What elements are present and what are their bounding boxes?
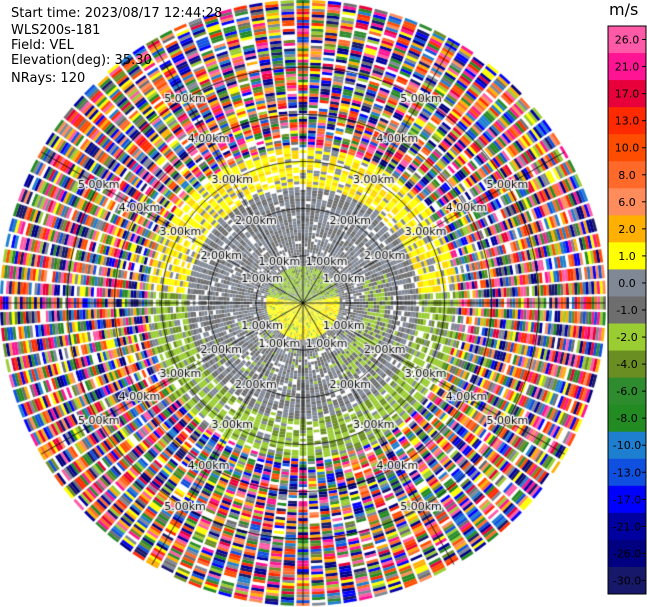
colorbar-tick-label: -21.0 <box>613 520 641 533</box>
colorbar-tick-label: 21.0 <box>615 61 640 74</box>
colorbar-segment <box>608 296 646 325</box>
start-time-label: Start time: 2023/08/17 12:44:28 <box>11 6 223 21</box>
colorbar-tick-label: 0.0 <box>618 277 636 290</box>
colorbar-tick-label: -4.0 <box>616 358 637 371</box>
colorbar-tick-label: -13.0 <box>613 466 641 479</box>
colorbar-segment <box>608 107 646 135</box>
colorbar-tick-label: 2.0 <box>618 223 636 236</box>
colorbar-border <box>607 25 647 595</box>
colorbar-tick-label: -17.0 <box>613 493 641 506</box>
colorbar-segment <box>608 215 646 243</box>
colorbar-segment <box>608 377 646 406</box>
colorbar-tick-label: 26.0 <box>615 34 640 47</box>
colorbar-tick-label: -10.0 <box>613 439 641 452</box>
colorbar-segment <box>608 350 646 379</box>
colorbar-segment <box>608 188 646 216</box>
colorbar-segment <box>608 458 646 487</box>
colorbar-tick-label: -8.0 <box>616 412 637 425</box>
colorbar-tick-label: -6.0 <box>616 385 637 398</box>
colorbar-segment <box>608 566 646 595</box>
colorbar-tick-label: 17.0 <box>615 88 640 101</box>
colorbar-segment <box>608 161 646 189</box>
colorbar-tick-label: 6.0 <box>618 196 636 209</box>
colorbar-tick-label: -2.0 <box>616 331 637 344</box>
colorbar-tick-label: -26.0 <box>613 547 641 560</box>
instrument-label: WLS200s-181 <box>11 23 101 38</box>
colorbar-segment <box>608 485 646 514</box>
elevation-label: Elevation(deg): 35.30 <box>11 53 152 68</box>
colorbar-segment <box>608 242 646 270</box>
colorbar-segment <box>608 323 646 352</box>
colorbar-segment <box>608 512 646 541</box>
colorbar-segment <box>608 53 646 81</box>
colorbar-tick-label: 10.0 <box>615 142 640 155</box>
colorbar-segment <box>608 80 646 108</box>
colorbar-segment <box>608 539 646 568</box>
field-label: Field: VEL <box>11 38 74 53</box>
colorbar-tick-label: -30.0 <box>613 574 641 587</box>
colorbar-tick-label: 13.0 <box>615 115 640 128</box>
colorbar-segment <box>608 269 646 297</box>
nrays-label: NRays: 120 <box>11 71 86 86</box>
colorbar-segment <box>608 404 646 433</box>
colorbar-unit: m/s <box>609 0 639 19</box>
colorbar-segment <box>608 431 646 460</box>
colorbar-segment <box>608 26 646 54</box>
colorbar-tick-label: 8.0 <box>618 169 636 182</box>
colorbar-segment <box>608 134 646 162</box>
colorbar-tick-label: 1.0 <box>618 250 636 263</box>
colorbar-tick-label: -1.0 <box>616 304 637 317</box>
